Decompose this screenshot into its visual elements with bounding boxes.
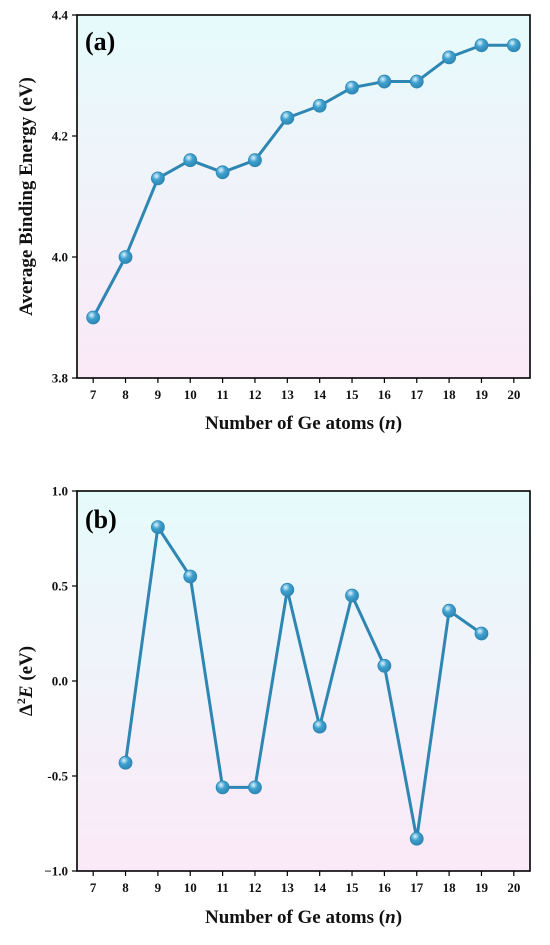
panel-a-x-tick-label: 19	[475, 387, 489, 402]
panel-a-data-point	[312, 98, 327, 113]
panel-b-y-tick-label: 0.5	[52, 579, 69, 594]
panel-a-y-tick-label: 3.8	[52, 371, 69, 386]
panel-b-line-segment	[124, 525, 160, 765]
panel-b-data-point	[442, 603, 457, 618]
panel-a-data-point	[442, 50, 457, 65]
panel-a-x-tick-label: 17	[410, 387, 424, 402]
panel-a-x-tick-label: 7	[90, 387, 97, 402]
panel-a-ticks: 7 8 9 10 11 12 13 14 15 16 17 18 19 20 3.8 4.0 4.2 4.4	[52, 8, 521, 403]
panel-b-x-tick-label: 12	[248, 880, 261, 895]
panel-b-line-segment	[415, 609, 451, 841]
panel-a-data-point	[86, 310, 101, 325]
panel-b-x-tick-label: 7	[90, 880, 97, 895]
panel-a-data-point	[150, 171, 165, 186]
panel-a-x-tick-label: 16	[378, 387, 392, 402]
panel-b-data-point	[312, 719, 327, 734]
panel-a-x-axis-title: Number of Ge atoms (n)	[205, 413, 402, 434]
panel-b-line-segment	[382, 664, 419, 841]
panel-a-y-tick-label: 4.2	[52, 129, 68, 144]
panel-a-x-tick-label: 12	[248, 387, 261, 402]
panel-a-x-tick-label: 14	[313, 387, 327, 402]
panel-b-data-point	[280, 582, 295, 597]
panel-b-x-tick-label: 20	[507, 880, 520, 895]
panel-b-data-point	[248, 780, 262, 795]
panel-a-line-segment	[253, 116, 289, 162]
panel-b-x-tick-label: 11	[216, 880, 228, 895]
panel-a-data-point	[280, 110, 295, 125]
panel-a-y-tick-label: 4.4	[52, 8, 69, 23]
panel-b-line-segment	[156, 525, 192, 578]
panel-a-data-point	[474, 38, 489, 53]
panel-b-data-point	[118, 755, 133, 770]
panel-b-x-tick-label: 9	[155, 880, 162, 895]
panel-b-data-point	[345, 588, 359, 603]
panel-a-data-point	[377, 74, 392, 89]
panel-b-y-tick-label: 1.0	[52, 484, 68, 499]
panel-a-label: (a)	[85, 27, 115, 56]
panel-b-y-tick-label: 0.0	[52, 674, 68, 689]
panel-b-x-axis-title: Number of Ge atoms (n)	[205, 907, 402, 928]
panel-a-data-point	[183, 153, 198, 168]
panel-a-chart: 7 8 9 10 11 12 13 14 15 16 17 18 19 20 3.8 4.0 4.2 4.4 (a…	[16, 8, 531, 434]
panel-b-line-segment	[253, 588, 289, 789]
panel-b-data-point	[150, 520, 165, 534]
panel-b-x-tick-label: 15	[346, 880, 360, 895]
panel-b-data-point	[377, 658, 392, 673]
panel-a-data-point	[506, 38, 521, 53]
panel-b-line-segment	[350, 594, 386, 668]
panel-b-axes-frame	[76, 490, 531, 872]
panel-b-y-axis-title: Δ2E (eV)	[14, 646, 37, 716]
panel-b-x-tick-label: 13	[281, 880, 295, 895]
panel-a-y-axis-title: Average Binding Energy (eV)	[16, 77, 37, 316]
panel-b-x-tick-label: 19	[475, 880, 489, 895]
panel-b-marks	[118, 520, 489, 846]
panel-b-x-tick-label: 10	[184, 880, 197, 895]
panel-a-x-tick-label: 11	[216, 387, 228, 402]
panel-b-line-segment	[285, 588, 322, 729]
panel-a-data-point	[248, 153, 262, 168]
panel-b-x-tick-label: 17	[410, 880, 424, 895]
panel-a-axes-frame	[76, 14, 531, 379]
panel-a-data-point	[118, 250, 133, 264]
panel-b-data-point	[409, 831, 424, 846]
panel-b-data-point	[474, 626, 489, 641]
panel-a-x-tick-label: 13	[281, 387, 295, 402]
panel-a-y-tick-label: 4.0	[52, 250, 68, 265]
panel-b-x-tick-label: 18	[443, 880, 457, 895]
panel-a-line-segment	[124, 176, 160, 259]
panel-b-ticks: 7 8 9 10 11 12 13 14 15 16 17 18 19 20 −1.0 -0.5 0.0 0.5 1…	[44, 484, 520, 896]
panel-b-y-tick-label: −1.0	[44, 864, 68, 879]
panel-b-data-point	[215, 780, 230, 795]
panel-a-data-point	[345, 80, 359, 95]
panel-b-y-tick-label: -0.5	[47, 769, 68, 784]
panel-b-line-segment	[188, 575, 225, 789]
panel-a-x-tick-label: 15	[346, 387, 360, 402]
panel-b-line-segment	[318, 594, 354, 729]
panel-a-marks	[86, 38, 521, 325]
panel-b-label: (b)	[85, 505, 117, 534]
panel-a-line-segment	[91, 255, 128, 319]
panel-a-x-tick-label: 20	[507, 387, 520, 402]
panel-a-x-tick-label: 18	[443, 387, 457, 402]
panel-a-data-point	[215, 165, 230, 180]
panel-b-x-tick-label: 14	[313, 880, 327, 895]
panel-a-x-tick-label: 10	[184, 387, 197, 402]
panel-b-x-tick-label: 16	[378, 880, 392, 895]
panel-a-x-tick-label: 8	[122, 387, 129, 402]
panel-b-data-point	[183, 569, 198, 584]
panel-b-chart: 7 8 9 10 11 12 13 14 15 16 17 18 19 20 −1.0 -0.5 0.0 0.5 1…	[14, 484, 531, 928]
panel-b-plot-background	[77, 491, 530, 871]
panel-a-data-point	[409, 74, 424, 89]
panel-a-x-tick-label: 9	[155, 387, 162, 402]
panel-b-x-tick-label: 8	[122, 880, 129, 895]
panel-a-plot-background	[77, 15, 530, 378]
